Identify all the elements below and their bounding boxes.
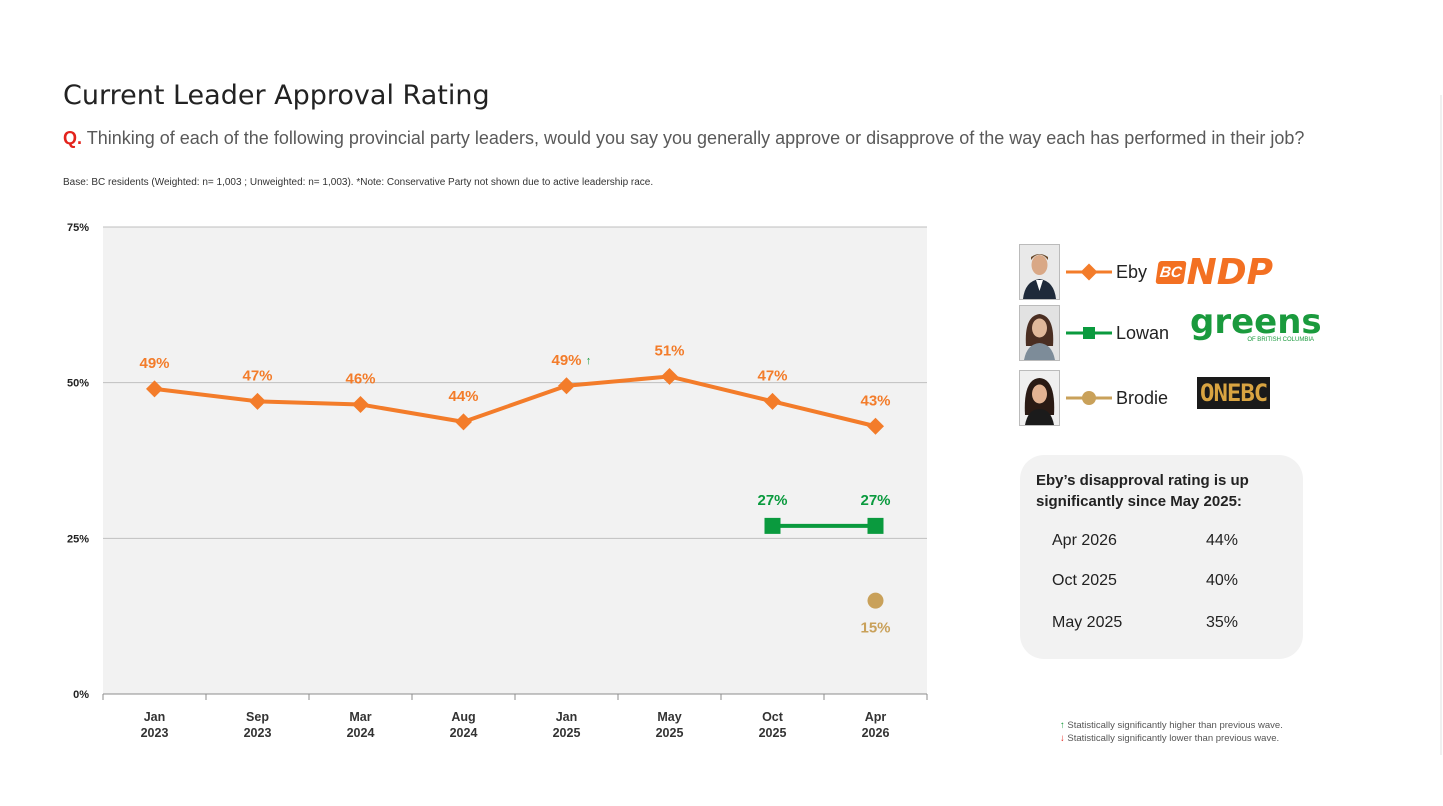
y-tick-label: 0% [73,689,89,701]
survey-question: Q. Thinking of each of the following pro… [63,127,1383,149]
x-tick-label: 2023 [141,726,169,740]
legend-item-eby: Eby [1019,244,1147,300]
legend-label-eby: Eby [1116,261,1148,282]
base-note: Base: BC residents (Weighted: n= 1,003 ;… [63,177,654,188]
callout-row-label: Oct 2025 [1052,572,1117,589]
lowan-legend-line [1066,327,1112,339]
brodie-photo [1019,370,1060,426]
footnote-higher: ↑ Statistically significantly higher tha… [1060,720,1283,731]
legend-label-brodie: Brodie [1116,387,1169,408]
data-point-brodie [867,592,884,609]
data-point-eby [455,413,472,431]
callout-row: Apr 2026 44% [1052,532,1238,550]
down-arrow-icon: ↓ [1060,733,1065,744]
data-point-eby [558,377,575,395]
y-tick-label: 50% [67,378,89,390]
ndp-logo-bc: BC [1155,261,1187,284]
data-point-lowan [867,517,884,534]
legend-label-lowan: Lowan [1116,322,1170,343]
data-label-eby: 43% [860,392,890,409]
callout-row-label: Apr 2026 [1052,532,1117,549]
callout-row-label: May 2025 [1052,614,1123,631]
x-tick-label: Aug [451,710,475,724]
data-point-lowan [764,517,781,534]
approval-line-chart: 0% 25% 50% 75% Jan 2023 Sep 2023 Mar 2024 Aug 2024 J… [67,222,928,740]
legend-item-brodie: Brodie [1019,370,1168,426]
data-label-eby: 51% [654,342,684,359]
data-label-eby: 47% [242,367,272,384]
data-point-eby [146,380,163,398]
x-tick-label: Jan [556,710,578,724]
data-label-eby: 47% [757,367,787,384]
data-label-eby: 49% [551,352,581,369]
data-point-eby [661,367,678,385]
disapproval-callout: Eby’s disapproval rating is up significa… [1020,455,1303,659]
y-tick-label: 25% [67,533,89,545]
sig-up-arrow-icon: ↑ [586,355,592,367]
x-tick-label: 2025 [553,726,581,740]
x-tick-label: Sep [246,710,269,724]
callout-row: Oct 2025 40% [1052,572,1238,590]
x-tick-label: 2024 [347,726,375,740]
page-title: Current Leader Approval Rating [63,80,490,111]
callout-row-value: 35% [1206,614,1239,631]
x-tick-label: Mar [349,710,371,724]
x-tick-label: 2025 [759,726,787,740]
x-tick-label: Apr [865,710,887,724]
series-line-eby [154,374,876,429]
callout-row-value: 40% [1206,572,1239,589]
x-tick-label: 2024 [450,726,478,740]
footnote-lower-text: Statistically significantly lower than p… [1067,733,1280,744]
brodie-legend-line [1066,391,1112,405]
x-tick-label: May [657,710,681,724]
y-tick-label: 75% [67,222,89,234]
question-text: Thinking of each of the following provin… [86,128,1305,148]
greens-logo-word: greens [1190,302,1322,342]
x-tick-label: 2026 [862,726,890,740]
eby-legend-line [1066,263,1112,281]
x-tick-label: 2023 [244,726,272,740]
greens-logo-subtitle: OF BRITISH COLUMBIA [1247,337,1314,343]
data-label-lowan: 27% [757,492,787,509]
bc-ndp-logo: BC NDP [1155,252,1274,293]
data-label-lowan: 27% [860,492,890,509]
callout-row-value: 44% [1206,532,1239,549]
data-point-eby [352,395,369,413]
up-arrow-icon: ↑ [1060,720,1065,731]
data-label-brodie: 15% [860,620,890,637]
x-tick-label: Oct [762,710,784,724]
data-point-eby [249,392,266,410]
onebc-logo: ONEBC [1197,377,1271,409]
x-tick-label: Jan [144,710,166,724]
bc-greens-logo: greens OF BRITISH COLUMBIA [1190,302,1322,343]
callout-title: Eby’s disapproval rating is up significa… [1036,472,1249,510]
footnote-lower: ↓ Statistically significantly lower than… [1060,733,1279,744]
ndp-logo-text: NDP [1186,252,1274,293]
data-point-eby [764,392,781,410]
question-marker: Q. [63,128,83,148]
plot-area [103,227,927,694]
data-label-eby: 46% [345,370,375,387]
data-point-eby [867,417,884,435]
x-tick-label: 2025 [656,726,684,740]
data-label-eby: 44% [448,388,478,405]
legend-item-lowan: Lowan [1019,305,1169,361]
callout-row: May 2025 35% [1052,614,1238,632]
footnote-higher-text: Statistically significantly higher than … [1067,720,1283,731]
eby-photo [1019,244,1060,300]
lowan-photo [1019,305,1060,361]
right-edge-divider [1440,95,1442,755]
data-label-eby: 49% [139,355,169,372]
